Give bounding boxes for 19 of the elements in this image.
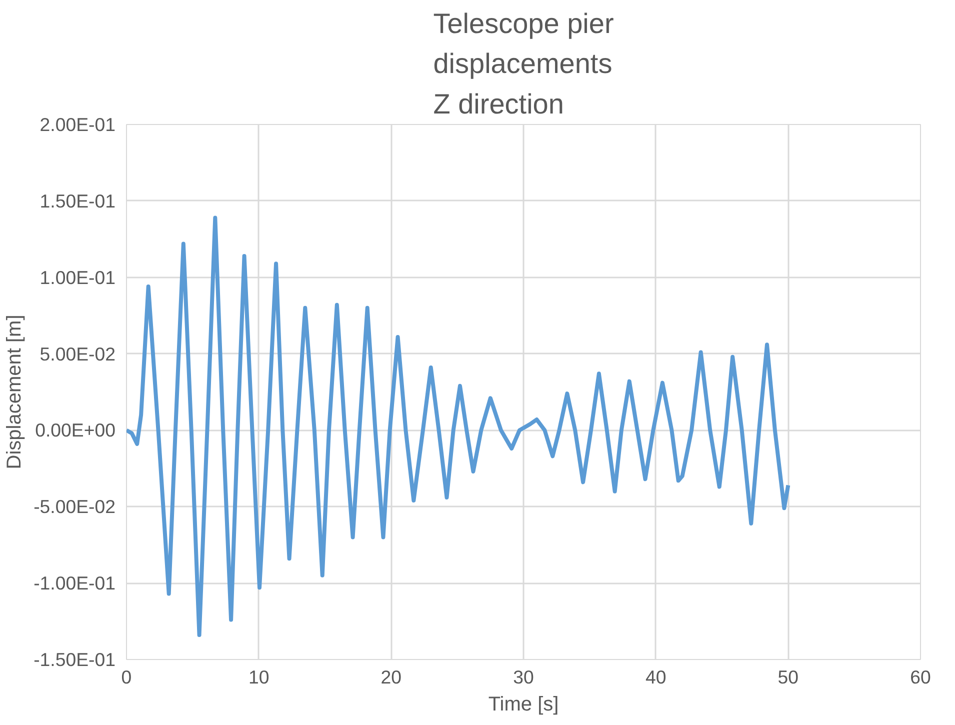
x-tick-label: 50	[778, 666, 799, 688]
x-tick-label: 20	[380, 666, 402, 688]
y-tick-label: -1.00E-01	[34, 572, 116, 594]
y-tick-label: 0.00E+00	[35, 420, 116, 441]
y-axis-title: Displacement [m]	[4, 314, 26, 470]
y-tick-label: 1.00E-01	[40, 266, 116, 288]
y-tick-label: -5.00E-02	[34, 496, 116, 518]
x-tick-label: 0	[121, 666, 132, 688]
line-series	[126, 216, 790, 638]
y-tick-label: 1.50E-01	[40, 190, 116, 212]
x-axis-title: Time [s]	[488, 694, 559, 716]
x-tick-label: 40	[645, 666, 666, 688]
x-tick-label: 30	[513, 666, 534, 688]
chart-title: Telescope pier displacements Z direction	[433, 8, 614, 120]
y-tick-label: -1.50E-01	[34, 649, 116, 670]
y-tick-label: 5.00E-02	[40, 343, 116, 364]
y-tick-label: 2.00E-01	[40, 114, 116, 135]
x-tick-label: 10	[248, 666, 270, 688]
x-tick-label: 60	[910, 666, 931, 688]
